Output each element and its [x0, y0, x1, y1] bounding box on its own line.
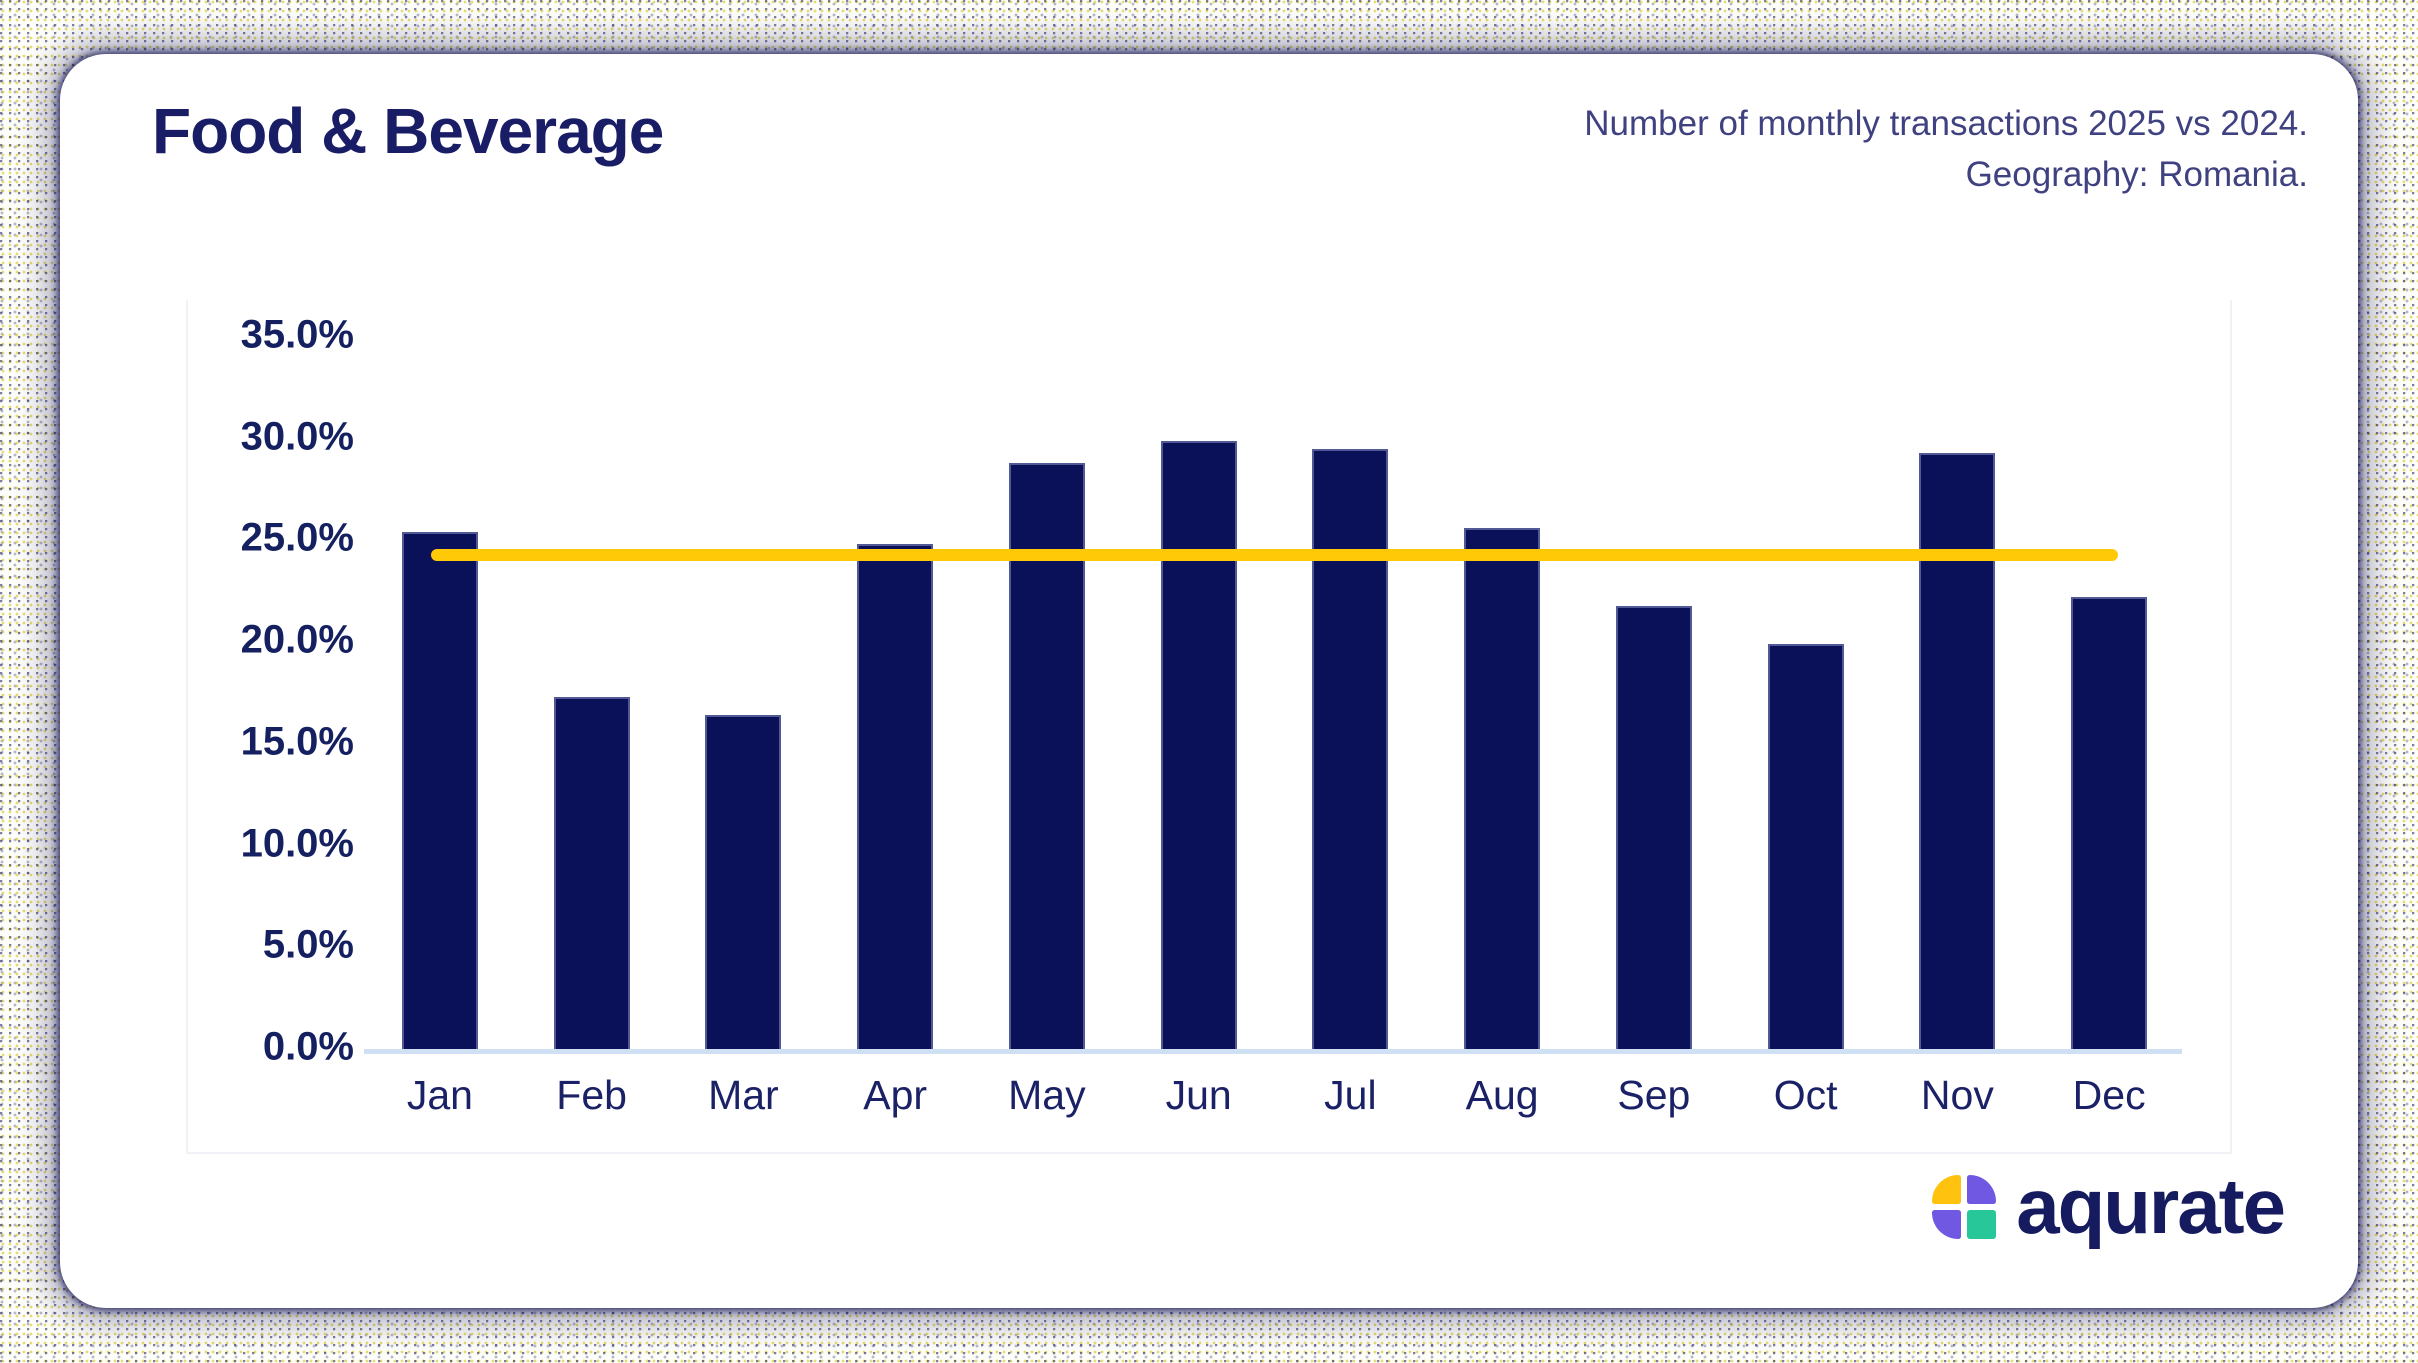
bar-aug [1464, 528, 1541, 1049]
bar-slot [1578, 300, 1730, 1049]
x-tick-label: Oct [1773, 1072, 1838, 1118]
bar-oct [1767, 644, 1844, 1049]
x-tick-label: Sep [1617, 1072, 1691, 1118]
reference-line [431, 549, 2118, 561]
subtitle-line-1: Number of monthly transactions 2025 vs 2… [1584, 104, 2308, 143]
logo-wordmark: aqurate [2016, 1162, 2286, 1250]
bar-slot [1882, 300, 2034, 1049]
bar-feb [553, 697, 630, 1049]
bar-slot [1426, 300, 1578, 1049]
bar-slot [2033, 300, 2185, 1049]
x-axis-labels: Jan Feb Mar Apr May Jun Jul Aug Sep Oct Nov Dec [364, 1072, 2185, 1119]
logo-quadrant-bottom-right [1967, 1209, 1997, 1239]
bar-apr [857, 544, 934, 1049]
x-tick-label: Nov [1920, 1072, 1994, 1118]
x-tick-label: Jul [1324, 1072, 1377, 1118]
page-title: Food & Beverage [152, 95, 664, 167]
x-tick-label: Apr [863, 1072, 928, 1118]
bar-slot [1730, 300, 1882, 1049]
y-tick-label: 20.0% [240, 617, 354, 662]
bar-sep [1615, 606, 1692, 1049]
x-tick-label: Dec [2072, 1072, 2146, 1118]
logo-quadrant-top-right [1967, 1174, 1997, 1204]
y-tick-label: 30.0% [240, 414, 354, 459]
bars-row [364, 300, 2185, 1049]
bar-mar [705, 715, 782, 1049]
bar-slot [1275, 300, 1427, 1049]
x-tick-label: Jun [1165, 1072, 1232, 1118]
report-card: Food & Beverage Number of monthly transa… [60, 54, 2358, 1308]
y-tick-label: 35.0% [240, 312, 354, 357]
bar-jul [1312, 449, 1389, 1049]
y-tick-label: 15.0% [240, 719, 354, 764]
bar-jun [1160, 441, 1237, 1049]
x-tick-label: Jan [406, 1072, 473, 1118]
bar-slot [668, 300, 820, 1049]
x-tick-label: Aug [1465, 1072, 1539, 1118]
aqurate-logo: aqurate [1932, 1161, 2286, 1252]
bar-slot [819, 300, 971, 1049]
bar-chart: 0.0% 5.0% 10.0% 15.0% 20.0% 25.0% 30.0% 35.0% J… [186, 300, 2232, 1154]
logo-quadrant-bottom-left [1932, 1209, 1962, 1239]
x-tick-label: Feb [556, 1072, 627, 1118]
x-tick-label: Mar [708, 1072, 779, 1118]
bar-dec [2071, 597, 2148, 1049]
subtitle-line-2: Geography: Romania. [1965, 155, 2308, 194]
y-tick-label: 5.0% [262, 922, 354, 967]
bar-slot [1123, 300, 1275, 1049]
y-tick-label: 10.0% [240, 821, 354, 866]
bar-jan [401, 532, 478, 1049]
chart-subtitle: Number of monthly transactions 2025 vs 2… [1584, 98, 2308, 200]
y-tick-label: 0.0% [262, 1024, 354, 1069]
bar-slot [364, 300, 516, 1049]
bar-nov [1919, 453, 1996, 1049]
x-tick-label: May [1008, 1072, 1086, 1118]
x-axis-line [364, 1049, 2182, 1054]
bar-slot [971, 300, 1123, 1049]
plot-area [364, 300, 2185, 1054]
bar-slot [516, 300, 668, 1049]
aqurate-logo-icon [1932, 1174, 1997, 1239]
y-tick-label: 25.0% [240, 515, 354, 560]
y-axis: 0.0% 5.0% 10.0% 15.0% 20.0% 25.0% 30.0% 35.0% [188, 300, 354, 1152]
logo-quadrant-top-left [1932, 1174, 1962, 1204]
